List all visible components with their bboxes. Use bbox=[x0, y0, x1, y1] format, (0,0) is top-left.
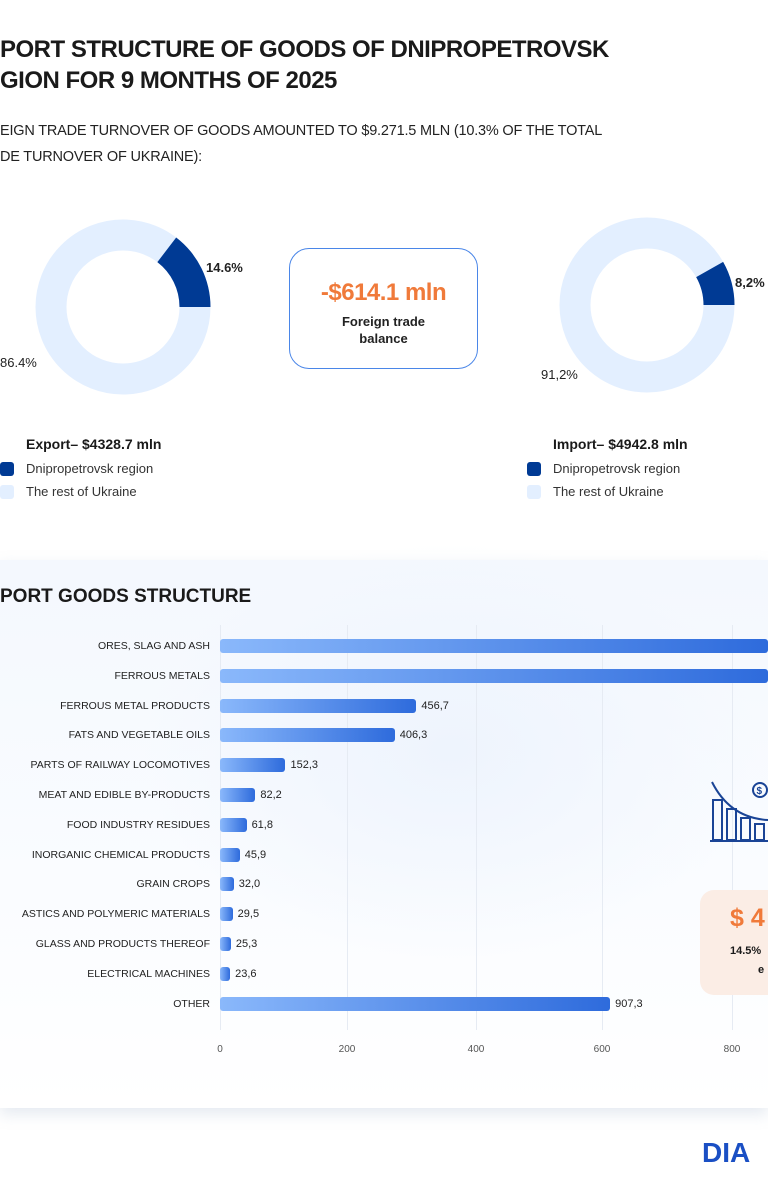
category-label: GRAIN CROPS bbox=[136, 878, 210, 891]
bar bbox=[220, 937, 231, 951]
section-title: PORT GOODS STRUCTURE bbox=[0, 586, 252, 607]
callout-share-tail: e bbox=[758, 964, 765, 976]
category-label: ORES, SLAG AND ASH bbox=[97, 640, 210, 652]
bar-value-label: 29,5 bbox=[237, 908, 260, 921]
category-label: FATS AND VEGETABLE OILS bbox=[68, 729, 210, 742]
legend-swatch bbox=[0, 484, 14, 499]
page-subtitle: EIGN TRADE TURNOVER OF GOODS AMOUNTED TO… bbox=[0, 123, 603, 165]
background-blob bbox=[140, 540, 760, 960]
import-donut bbox=[559, 217, 735, 393]
legend-item-rest: The rest of Ukraine bbox=[527, 484, 688, 499]
bar bbox=[220, 758, 286, 773]
bar-value-label: 152,3 bbox=[290, 759, 319, 772]
bar-value-label: 907,3 bbox=[615, 997, 643, 1010]
bar bbox=[220, 639, 768, 653]
legend-swatch bbox=[0, 461, 14, 476]
category-label: MEAT AND EDIBLE BY-PRODUCTS bbox=[38, 789, 210, 801]
callout-value: $ 4 bbox=[730, 904, 765, 932]
legend-item-rest: The rest of Ukraine bbox=[0, 484, 161, 499]
bar-value-label: 32,0 bbox=[238, 878, 261, 891]
trade-balance-value: -$614.1 mln bbox=[320, 279, 447, 306]
svg-text:$: $ bbox=[757, 786, 763, 797]
bar bbox=[220, 966, 231, 981]
category-label: OTHER bbox=[173, 997, 210, 1010]
bar bbox=[220, 788, 256, 802]
donut-slice-region bbox=[157, 237, 211, 307]
legend-item-region: Dnipropetrovsk region bbox=[0, 461, 161, 476]
bar-value-label: 45,9 bbox=[244, 848, 267, 861]
bar bbox=[220, 877, 234, 892]
export-title: Export– $4328.7 mln bbox=[26, 436, 162, 452]
donut-charts bbox=[35, 217, 735, 395]
import-region-pct: 8,2% bbox=[735, 275, 765, 290]
callout-share: 14.5% bbox=[730, 945, 762, 957]
x-tick-label: 200 bbox=[338, 1044, 356, 1055]
export-rest-pct: 86.4% bbox=[0, 355, 37, 370]
category-label: PARTS OF RAILWAY LOCOMOTIVES bbox=[30, 759, 210, 772]
legend-swatch bbox=[527, 484, 541, 499]
bar bbox=[220, 668, 768, 683]
gridline bbox=[347, 625, 348, 1030]
bar bbox=[220, 817, 247, 832]
x-tick-label: 0 bbox=[217, 1044, 223, 1055]
import-legend: Import– $4942.8 mln Dnipropetrovsk regio… bbox=[527, 436, 688, 499]
bar-value-label: 406,3 bbox=[399, 729, 428, 742]
export-callout: $ 4 14.5% e bbox=[700, 890, 768, 995]
category-label: GLASS AND PRODUCTS THEREOF bbox=[35, 938, 210, 950]
bar bbox=[220, 728, 395, 743]
bar-value-label: 25,3 bbox=[235, 938, 258, 950]
category-label: ASTICS AND POLYMERIC MATERIALS bbox=[21, 908, 210, 921]
gridline bbox=[476, 625, 477, 1030]
export-legend: Export– $4328.7 mln Dnipropetrovsk regio… bbox=[0, 436, 161, 499]
gridline bbox=[732, 625, 733, 1030]
bar-value-label: 82,2 bbox=[260, 789, 282, 801]
category-label: ELECTRICAL MACHINES bbox=[87, 967, 210, 980]
bar-value-label: 23,6 bbox=[235, 967, 257, 980]
dia-logo: DIA bbox=[702, 1137, 751, 1168]
trade-balance-label: Foreign trade balance bbox=[341, 314, 426, 346]
category-label: INORGANIC CHEMICAL PRODUCTS bbox=[31, 848, 210, 861]
x-tick-label: 400 bbox=[467, 1044, 485, 1055]
donut-slice-rest bbox=[559, 217, 735, 393]
chart-decline-dollar-icon: $ bbox=[710, 781, 768, 842]
import-rest-pct: 91,2% bbox=[541, 367, 578, 382]
gridline bbox=[602, 625, 603, 1030]
bar bbox=[220, 698, 417, 713]
category-label: FERROUS METAL PRODUCTS bbox=[60, 699, 210, 712]
legend-swatch bbox=[527, 461, 541, 476]
legend-item-region: Dnipropetrovsk region bbox=[527, 461, 688, 476]
category-label: FOOD INDUSTRY RESIDUES bbox=[66, 818, 210, 831]
import-title: Import– $4942.8 mln bbox=[553, 436, 688, 452]
page-title: PORT STRUCTURE OF GOODS OF DNIPROPETROVS… bbox=[0, 36, 609, 94]
trade-balance-card: -$614.1 mln Foreign trade balance bbox=[289, 248, 478, 369]
bar bbox=[220, 996, 611, 1011]
x-tick-label: 800 bbox=[723, 1044, 741, 1055]
bar bbox=[220, 907, 233, 922]
bar-value-label: 456,7 bbox=[421, 699, 449, 712]
export-region-pct: 14.6% bbox=[206, 260, 243, 275]
bar bbox=[220, 847, 240, 862]
donut-slice-region bbox=[696, 261, 735, 305]
export-donut bbox=[35, 219, 211, 395]
x-tick-label: 600 bbox=[593, 1044, 611, 1055]
category-label: FERROUS METALS bbox=[114, 669, 210, 682]
bar-value-label: 61,8 bbox=[251, 818, 273, 831]
